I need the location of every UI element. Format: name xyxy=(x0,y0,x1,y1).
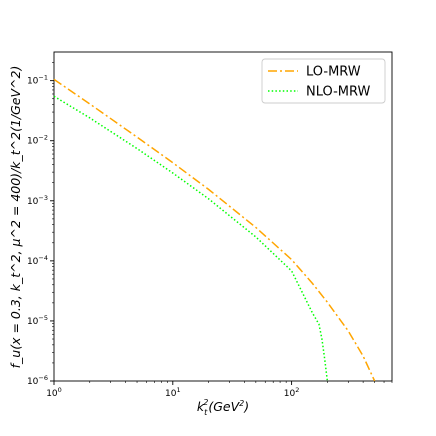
y-tick-label: 10−4 xyxy=(27,254,48,267)
y-tick-label: 10−1 xyxy=(27,74,48,87)
x-tick-label: 102 xyxy=(284,386,300,399)
legend: LO-MRW NLO-MRW xyxy=(261,58,386,104)
legend-label-nlo-mrw: NLO-MRW xyxy=(306,85,371,100)
y-ticks: 10−6 10−5 10−4 10−3 10−2 10−1 xyxy=(27,62,54,387)
plot-frame xyxy=(53,51,393,382)
y-tick-label: 10−3 xyxy=(27,194,48,207)
legend-label-lo-mrw: LO-MRW xyxy=(306,65,361,80)
plot-area: 100 101 102 10−6 10−5 10−4 10−3 10−2 10−1 xyxy=(27,51,393,399)
y-tick-label: 10−2 xyxy=(27,134,48,147)
x-axis-label: kt2(GeV2) xyxy=(197,398,249,417)
y-axis-label: f_u(x = 0.3, k_t^2, μ^2 = 400)/k_t^2(1/G… xyxy=(8,66,23,369)
legend-box xyxy=(261,58,386,104)
series-line-lo-mrw xyxy=(53,78,376,382)
series-layer xyxy=(53,78,376,382)
series-line-nlo-mrw xyxy=(53,95,329,382)
x-tick-label: 101 xyxy=(165,386,181,399)
y-tick-label: 10−6 xyxy=(27,374,48,387)
y-tick-label: 10−5 xyxy=(27,314,48,327)
x-tick-label: 100 xyxy=(46,386,62,399)
x-ticks: 100 101 102 xyxy=(46,381,393,399)
